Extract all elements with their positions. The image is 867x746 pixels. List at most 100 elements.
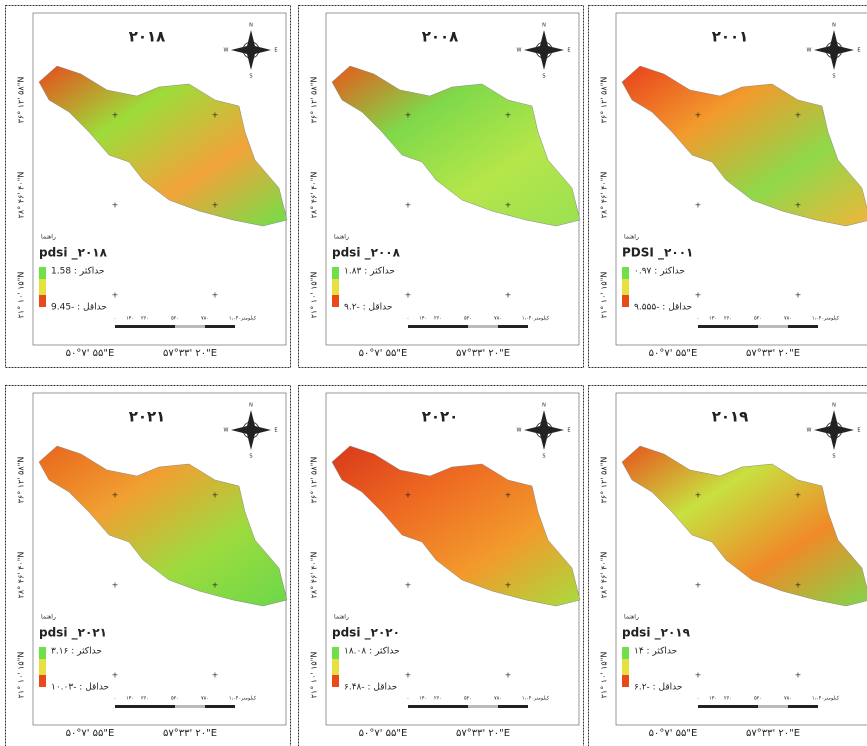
legend-red bbox=[332, 295, 339, 307]
compass-rose bbox=[814, 30, 854, 70]
longitude-label: ۵۷°۳۳' ۲۰"E bbox=[163, 728, 217, 739]
grid-cross: + bbox=[795, 491, 802, 500]
legend-red bbox=[622, 675, 629, 687]
grid-cross: + bbox=[405, 581, 412, 590]
scale-tick: ۱۳۰ bbox=[126, 696, 134, 702]
legend-min: حداقل : -۹.۲ bbox=[344, 303, 392, 313]
latitude-label: ۳۶° ۱۲' ۵۸"N bbox=[17, 77, 26, 124]
latitude-label: ۲۸° ۴۶' ۴۰"N bbox=[600, 172, 609, 219]
longitude-label: ۵۰°۷' ۵۵"E bbox=[66, 728, 115, 739]
legend-min: حداقل : -۱۰.۰۳ bbox=[51, 683, 109, 693]
grid-cross: + bbox=[112, 111, 119, 120]
grid-cross: + bbox=[695, 111, 702, 120]
compass-label: S bbox=[249, 74, 252, 80]
scale-tick: ۰ bbox=[697, 696, 700, 702]
inner-frame bbox=[615, 12, 867, 346]
legend-green bbox=[622, 267, 629, 279]
compass-rose bbox=[814, 410, 854, 450]
compass-label: S bbox=[249, 454, 252, 460]
scale-tick: ۲۶۰ bbox=[724, 696, 732, 702]
compass-label: W bbox=[807, 48, 812, 54]
latitude-label: ۲۱° ۱۰' ۱۵"N bbox=[600, 652, 609, 699]
scale-unit: کیلومتر bbox=[533, 316, 550, 322]
grid-cross: + bbox=[405, 111, 412, 120]
latitude-label: ۲۱° ۱۰' ۱۵"N bbox=[310, 272, 319, 319]
scale-tick: ۰ bbox=[407, 696, 410, 702]
legend-title: pdsi _۲۰۲۰ bbox=[332, 626, 400, 641]
scale-unit: کیلومتر bbox=[533, 696, 550, 702]
legend-heading: راهنما bbox=[41, 234, 56, 241]
scale-tick: ۰ bbox=[407, 316, 410, 322]
compass-label: E bbox=[567, 48, 570, 54]
compass-ring bbox=[242, 421, 260, 439]
scale-unit: کیلومتر bbox=[823, 316, 840, 322]
inner-frame bbox=[615, 392, 867, 726]
grid-cross: + bbox=[695, 491, 702, 500]
inner-frame bbox=[325, 392, 580, 726]
compass-label: S bbox=[542, 454, 545, 460]
legend-min: حداقل : -9.45 bbox=[51, 303, 107, 313]
scale-tick: ۷۸۰ bbox=[201, 696, 209, 702]
longitude-label: ۵۰°۷' ۵۵"E bbox=[649, 728, 698, 739]
latitude-label: ۳۶° ۱۲' ۵۸"N bbox=[310, 457, 319, 504]
legend-heading: راهنما bbox=[334, 234, 349, 241]
scale-tick: ۱۳۰ bbox=[126, 316, 134, 322]
scale-unit: کیلومتر bbox=[240, 316, 257, 322]
grid-cross: + bbox=[212, 111, 219, 120]
longitude-label: ۵۷°۳۳' ۲۰"E bbox=[456, 348, 510, 359]
grid-cross: + bbox=[212, 491, 219, 500]
grid-cross: + bbox=[505, 581, 512, 590]
grid-cross: + bbox=[795, 671, 802, 680]
scale-tick: ۲۶۰ bbox=[141, 696, 149, 702]
legend-min: حداقل : -۶.۴۸ bbox=[344, 683, 397, 693]
grid-cross: + bbox=[695, 291, 702, 300]
legend-max: حداکثر : ۰.۹۷ bbox=[634, 267, 685, 277]
legend-title: pdsi _۲۰۱۸ bbox=[39, 246, 108, 261]
legend-green bbox=[622, 647, 629, 659]
grid-cross: + bbox=[212, 201, 219, 210]
grid-cross: + bbox=[405, 291, 412, 300]
legend-green bbox=[332, 267, 339, 279]
scale-tick: ۵۲۰ bbox=[464, 696, 472, 702]
compass-label: N bbox=[542, 403, 546, 409]
grid-cross: + bbox=[212, 581, 219, 590]
compass-rose bbox=[231, 410, 271, 450]
grid-cross: + bbox=[505, 201, 512, 210]
map-panel: ۲۰۰۱ N S E W راهنما PDSI _۲۰۰۱ حداکثر : ۰.۹۷ حدا… bbox=[588, 5, 867, 368]
scale-bar-light bbox=[175, 705, 205, 708]
legend-red bbox=[39, 675, 46, 687]
scale-tick: ۱۳۰ bbox=[419, 696, 427, 702]
legend-max: حداکثر : ۱۸.۰۸ bbox=[344, 647, 400, 657]
compass-label: N bbox=[249, 403, 253, 409]
legend-red bbox=[39, 295, 46, 307]
latitude-label: ۲۸° ۴۶' ۴۰"N bbox=[600, 552, 609, 599]
latitude-label: ۳۶° ۱۲' ۵۸"N bbox=[600, 77, 609, 124]
map-title: ۲۰۱۹ bbox=[712, 408, 749, 426]
scale-bar-light bbox=[758, 325, 788, 328]
latitude-label: ۲۱° ۱۰' ۱۵"N bbox=[17, 272, 26, 319]
scale-bar-light bbox=[468, 325, 498, 328]
latitude-label: ۲۱° ۱۰' ۱۵"N bbox=[310, 652, 319, 699]
longitude-label: ۵۷°۳۳' ۲۰"E bbox=[456, 728, 510, 739]
latitude-label: ۲۱° ۱۰' ۱۵"N bbox=[17, 652, 26, 699]
scale-tick: ۱،۰۴۰ bbox=[229, 696, 241, 702]
legend-yellow bbox=[622, 279, 629, 295]
latitude-label: ۳۶° ۱۲' ۵۸"N bbox=[310, 77, 319, 124]
scale-tick: ۱۳۰ bbox=[709, 316, 717, 322]
scale-tick: ۲۶۰ bbox=[434, 316, 442, 322]
map-title: ۲۰۲۱ bbox=[129, 408, 166, 426]
compass-label: W bbox=[517, 48, 522, 54]
legend-yellow bbox=[622, 659, 629, 675]
scale-bar-light bbox=[758, 705, 788, 708]
compass-label: S bbox=[542, 74, 545, 80]
legend-min: حداقل : -۹.۵۵۵ bbox=[634, 303, 692, 313]
scale-tick: ۰ bbox=[697, 316, 700, 322]
inner-frame bbox=[32, 392, 287, 726]
legend-heading: راهنما bbox=[624, 614, 639, 621]
scale-tick: ۵۲۰ bbox=[464, 316, 472, 322]
legend-red bbox=[622, 295, 629, 307]
scale-bar-light bbox=[468, 705, 498, 708]
legend-yellow bbox=[332, 659, 339, 675]
grid-cross: + bbox=[795, 111, 802, 120]
